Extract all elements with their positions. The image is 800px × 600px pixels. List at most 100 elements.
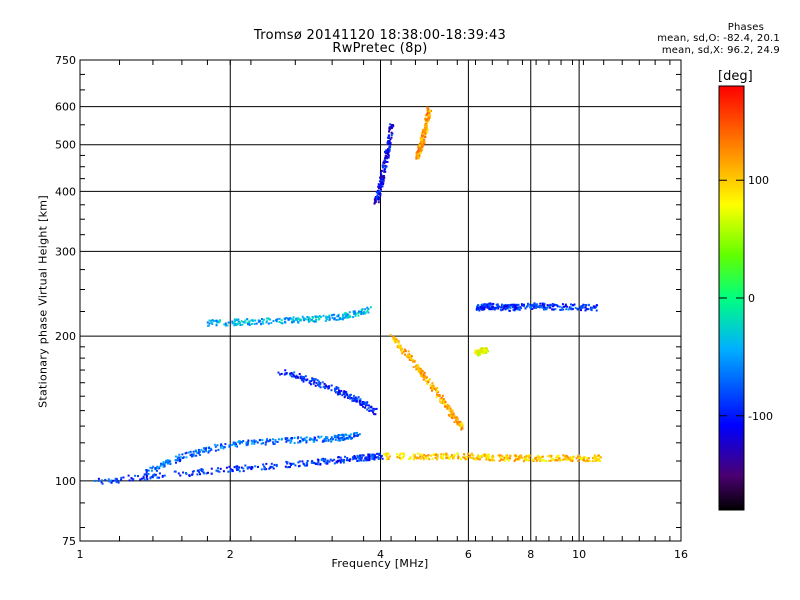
data-point xyxy=(520,454,523,457)
data-point xyxy=(367,311,370,314)
data-point xyxy=(155,469,158,472)
data-point xyxy=(333,387,336,390)
data-point xyxy=(382,178,385,181)
data-point xyxy=(176,459,179,462)
data-point xyxy=(222,446,225,449)
data-point xyxy=(383,176,386,179)
data-point xyxy=(504,308,507,311)
data-point xyxy=(291,321,294,324)
x-tick-label: 1 xyxy=(77,548,84,561)
data-point xyxy=(590,309,593,312)
data-point xyxy=(496,304,499,307)
data-point xyxy=(551,305,554,308)
data-point xyxy=(242,470,245,473)
data-point xyxy=(497,454,500,457)
data-point xyxy=(435,389,437,391)
data-point xyxy=(145,471,148,474)
data-point xyxy=(498,459,501,462)
data-point xyxy=(328,316,331,319)
data-point xyxy=(240,320,243,323)
data-point xyxy=(229,444,232,447)
data-point xyxy=(495,307,498,310)
data-point xyxy=(426,120,429,123)
data-point xyxy=(368,457,371,460)
data-point xyxy=(358,401,361,404)
data-point xyxy=(224,443,227,446)
data-point xyxy=(260,442,263,445)
data-point xyxy=(506,458,509,461)
data-point xyxy=(292,374,295,377)
data-point xyxy=(380,175,383,178)
data-point xyxy=(306,316,309,318)
data-point xyxy=(382,161,385,164)
data-point xyxy=(389,145,392,148)
data-point xyxy=(258,439,261,442)
data-point xyxy=(320,316,323,318)
data-point xyxy=(378,180,381,183)
data-point xyxy=(444,403,447,406)
data-point xyxy=(300,379,303,382)
data-point xyxy=(370,453,373,456)
data-point xyxy=(181,453,184,456)
data-point xyxy=(344,316,347,319)
data-point xyxy=(556,305,559,308)
data-point xyxy=(349,458,352,461)
data-point xyxy=(554,308,557,311)
data-point xyxy=(333,458,336,461)
data-point xyxy=(576,308,579,310)
data-point xyxy=(387,452,390,455)
data-point xyxy=(389,334,392,337)
data-point xyxy=(197,448,200,451)
data-point xyxy=(485,456,488,459)
data-point xyxy=(383,159,386,162)
data-point xyxy=(539,460,542,462)
data-point xyxy=(404,350,407,353)
data-point xyxy=(393,337,396,340)
y-tick-label: 75 xyxy=(62,535,76,548)
data-point xyxy=(323,382,326,385)
data-point xyxy=(222,470,225,473)
data-point xyxy=(379,176,382,179)
data-point xyxy=(206,321,209,324)
data-point xyxy=(534,304,537,307)
data-point xyxy=(379,190,382,192)
data-point xyxy=(342,434,345,437)
data-point xyxy=(564,305,567,308)
data-point xyxy=(377,185,380,188)
data-point xyxy=(278,321,281,323)
data-point xyxy=(549,454,551,457)
data-point xyxy=(550,454,553,457)
data-point xyxy=(425,380,427,382)
data-point xyxy=(379,171,382,174)
data-point xyxy=(120,478,123,481)
data-point xyxy=(415,157,418,160)
data-point xyxy=(426,131,429,134)
data-point xyxy=(245,441,248,444)
data-point xyxy=(299,441,302,444)
data-point xyxy=(388,130,390,133)
data-point xyxy=(367,454,370,457)
data-point xyxy=(305,439,308,442)
x-axis-label: Frequency [MHz] xyxy=(331,557,429,570)
data-point xyxy=(415,368,418,371)
data-point xyxy=(491,454,494,457)
data-point xyxy=(324,387,327,389)
data-point xyxy=(591,460,594,463)
data-point xyxy=(234,323,237,325)
data-point xyxy=(322,439,325,442)
data-point xyxy=(362,459,365,462)
data-point xyxy=(305,318,308,321)
data-point xyxy=(311,377,314,380)
data-point xyxy=(261,318,263,320)
data-point xyxy=(348,434,351,437)
data-point xyxy=(427,119,430,122)
data-point xyxy=(244,464,247,467)
data-point xyxy=(416,452,419,455)
data-point xyxy=(451,414,454,417)
data-point xyxy=(333,462,336,465)
colorbar-tick-label: -100 xyxy=(748,410,773,423)
data-point xyxy=(235,324,238,327)
data-point xyxy=(246,318,249,321)
data-point xyxy=(237,468,240,471)
data-point xyxy=(585,304,588,306)
